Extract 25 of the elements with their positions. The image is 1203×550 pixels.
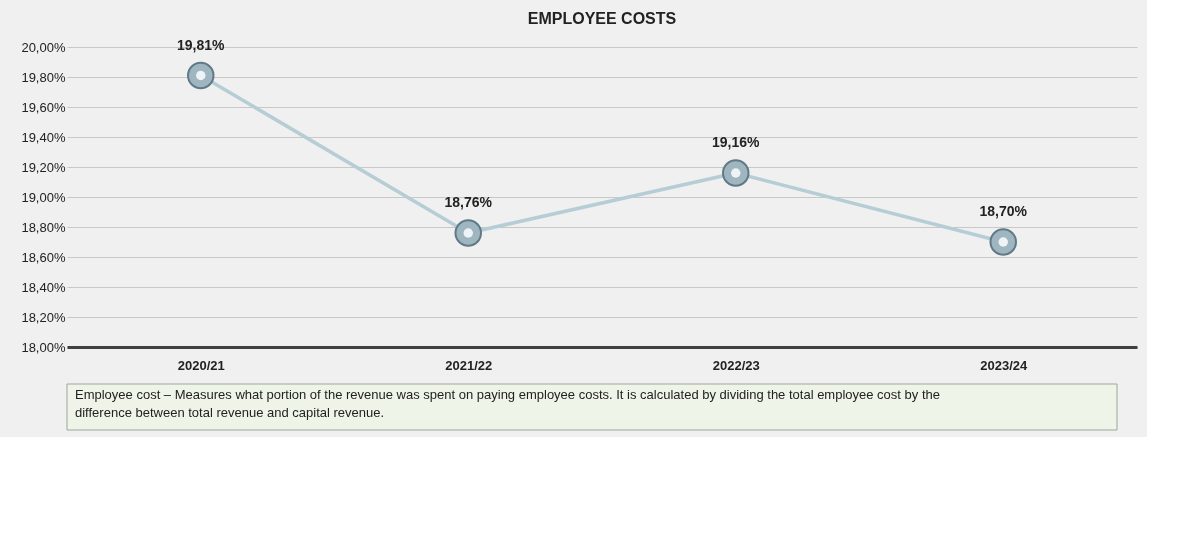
y-tick-label: 18,40%	[21, 279, 66, 295]
data-label: 19,16%	[712, 134, 761, 150]
chart-title: EMPLOYEE COSTS	[527, 9, 677, 27]
x-tick-label: 2021/22	[445, 357, 493, 373]
y-tick-label: 19,60%	[21, 99, 66, 115]
x-tick-label: 2022/23	[712, 357, 760, 373]
y-tick-label: 18,80%	[21, 219, 66, 235]
y-tick-label: 18,00%	[21, 339, 66, 355]
data-label: 18,70%	[979, 203, 1028, 219]
x-tick-label: 2020/21	[177, 357, 225, 373]
point	[454, 219, 482, 247]
text: Employee cost – Measures what portion of the revenue was spent on paying employee costs. It is calculated by dividing the total employee cost by the difference between total revenue and capital revenue.	[75, 387, 940, 420]
x-tick-label: 2023/24	[980, 357, 1029, 373]
y-tick-label: 19,20%	[21, 159, 66, 175]
point	[722, 159, 750, 187]
data-label: 18,76%	[444, 194, 493, 210]
data-label: 19,81%	[177, 36, 226, 53]
point	[989, 228, 1017, 256]
y-tick-label: 18,60%	[21, 249, 66, 265]
y-tick-label: 19,80%	[21, 69, 66, 85]
point	[187, 61, 215, 90]
y-tick-label: 18,20%	[21, 309, 66, 325]
y-tick-label: 19,40%	[21, 129, 66, 145]
y-tick-label: 19,00%	[21, 189, 66, 205]
y-tick-label: 20,00%	[21, 39, 66, 55]
